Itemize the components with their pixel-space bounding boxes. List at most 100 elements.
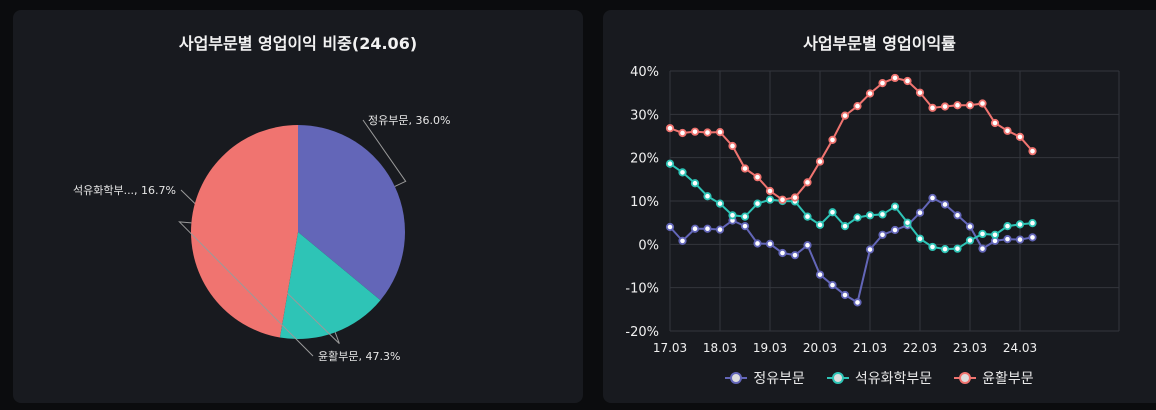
data-point-petrochem[interactable] <box>728 211 737 220</box>
data-point-refining[interactable] <box>665 222 675 232</box>
data-point-lube[interactable] <box>665 124 675 133</box>
data-point-lube[interactable] <box>853 102 862 111</box>
data-point-petrochem[interactable] <box>940 245 950 254</box>
data-point-lube[interactable] <box>778 195 787 204</box>
data-point-petrochem[interactable] <box>765 195 775 204</box>
legend-item-lube[interactable]: 윤활부문 <box>954 368 1034 388</box>
data-point-lube[interactable] <box>965 101 975 110</box>
data-point-petrochem[interactable] <box>1003 222 1012 231</box>
pie-slice-lube[interactable] <box>191 125 298 338</box>
data-point-refining[interactable] <box>978 244 987 253</box>
x-tick-label: 23.03 <box>953 341 987 355</box>
data-point-petrochem[interactable] <box>740 212 750 221</box>
data-point-lube[interactable] <box>990 118 1000 128</box>
data-point-refining[interactable] <box>790 251 800 260</box>
data-point-petrochem[interactable] <box>1028 219 1037 228</box>
data-point-lube[interactable] <box>890 73 900 83</box>
data-point-petrochem[interactable] <box>828 208 837 217</box>
x-tick-label: 19.03 <box>753 341 787 355</box>
data-point-refining[interactable] <box>853 298 862 307</box>
data-point-refining[interactable] <box>815 270 825 279</box>
data-point-lube[interactable] <box>765 186 775 196</box>
data-point-lube[interactable] <box>753 173 762 182</box>
data-point-petrochem[interactable] <box>878 210 887 219</box>
data-point-lube[interactable] <box>803 178 812 187</box>
data-point-refining[interactable] <box>828 280 837 290</box>
data-point-lube[interactable] <box>878 79 887 88</box>
data-point-refining[interactable] <box>965 222 975 231</box>
line-chart-title: 사업부문별 영업이익률 <box>803 34 956 53</box>
data-point-lube[interactable] <box>1028 147 1037 156</box>
data-point-refining[interactable] <box>940 200 950 209</box>
data-point-lube[interactable] <box>903 76 912 86</box>
x-tick-label: 17.03 <box>653 341 687 355</box>
data-point-refining[interactable] <box>690 224 700 233</box>
data-point-refining[interactable] <box>915 208 925 217</box>
data-point-petrochem[interactable] <box>703 192 712 201</box>
data-point-petrochem[interactable] <box>715 199 725 208</box>
data-point-lube[interactable] <box>678 128 687 138</box>
data-point-lube[interactable] <box>703 128 712 137</box>
data-point-lube[interactable] <box>715 128 725 137</box>
data-point-lube[interactable] <box>690 127 700 136</box>
data-point-petrochem[interactable] <box>690 179 700 188</box>
data-point-lube[interactable] <box>815 157 825 166</box>
data-point-petrochem[interactable] <box>853 213 862 222</box>
legend-marker-petrochem <box>826 372 849 384</box>
data-point-lube[interactable] <box>940 102 950 111</box>
data-point-refining[interactable] <box>953 211 962 220</box>
data-point-petrochem[interactable] <box>990 230 1000 239</box>
data-point-lube[interactable] <box>828 135 837 144</box>
data-point-refining[interactable] <box>765 239 775 248</box>
data-point-refining[interactable] <box>778 248 787 258</box>
data-point-refining[interactable] <box>1003 235 1012 244</box>
pie-slice-refining[interactable] <box>298 125 405 301</box>
data-point-lube[interactable] <box>1015 132 1025 141</box>
pie-chart: 정유부문, 36.0% 석유화학부..., 16.7% 윤활부문, 47.3% <box>73 114 450 363</box>
data-point-lube[interactable] <box>953 101 962 110</box>
data-point-lube[interactable] <box>978 99 987 108</box>
data-point-refining[interactable] <box>740 222 750 231</box>
data-point-petrochem[interactable] <box>865 211 875 220</box>
data-point-refining[interactable] <box>890 225 900 235</box>
data-point-lube[interactable] <box>790 193 800 202</box>
pie-slice-petrochem[interactable] <box>279 232 381 339</box>
data-point-petrochem[interactable] <box>953 244 962 253</box>
data-point-refining[interactable] <box>703 224 712 233</box>
data-point-lube[interactable] <box>840 111 850 120</box>
pie-label-lube: 윤활부문, 47.3% <box>318 349 400 363</box>
data-point-petrochem[interactable] <box>678 168 687 177</box>
data-point-petrochem[interactable] <box>753 199 762 208</box>
data-point-petrochem[interactable] <box>978 229 987 239</box>
data-point-lube[interactable] <box>928 103 937 112</box>
data-point-petrochem[interactable] <box>890 202 900 211</box>
data-point-refining[interactable] <box>678 236 687 245</box>
data-point-petrochem[interactable] <box>665 159 675 168</box>
data-point-lube[interactable] <box>740 164 750 173</box>
data-point-refining[interactable] <box>1028 233 1037 242</box>
data-point-refining[interactable] <box>1015 235 1025 244</box>
data-point-lube[interactable] <box>865 89 875 98</box>
data-point-lube[interactable] <box>728 141 737 151</box>
data-point-petrochem[interactable] <box>965 236 975 245</box>
data-point-petrochem[interactable] <box>903 218 912 227</box>
data-point-petrochem[interactable] <box>915 234 925 243</box>
data-point-petrochem[interactable] <box>803 212 812 221</box>
legend-item-petrochem[interactable]: 석유화학부문 <box>826 368 932 388</box>
data-point-petrochem[interactable] <box>840 222 850 231</box>
legend-label-refining: 정유부문 <box>753 371 805 387</box>
data-point-lube[interactable] <box>915 88 925 97</box>
data-point-petrochem[interactable] <box>815 220 825 229</box>
y-tick-label: 0% <box>638 238 659 253</box>
data-point-petrochem[interactable] <box>1015 220 1025 229</box>
data-point-petrochem[interactable] <box>928 242 937 252</box>
data-point-refining[interactable] <box>803 241 812 250</box>
data-point-lube[interactable] <box>1003 126 1012 135</box>
data-point-refining[interactable] <box>928 193 937 203</box>
legend-item-refining[interactable]: 정유부문 <box>725 368 805 388</box>
data-point-refining[interactable] <box>840 290 850 300</box>
data-point-refining[interactable] <box>753 239 762 248</box>
data-point-refining[interactable] <box>865 245 875 254</box>
data-point-refining[interactable] <box>878 230 887 239</box>
data-point-refining[interactable] <box>715 225 725 234</box>
